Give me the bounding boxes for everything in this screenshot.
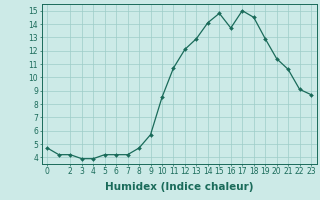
X-axis label: Humidex (Indice chaleur): Humidex (Indice chaleur) (105, 182, 253, 192)
